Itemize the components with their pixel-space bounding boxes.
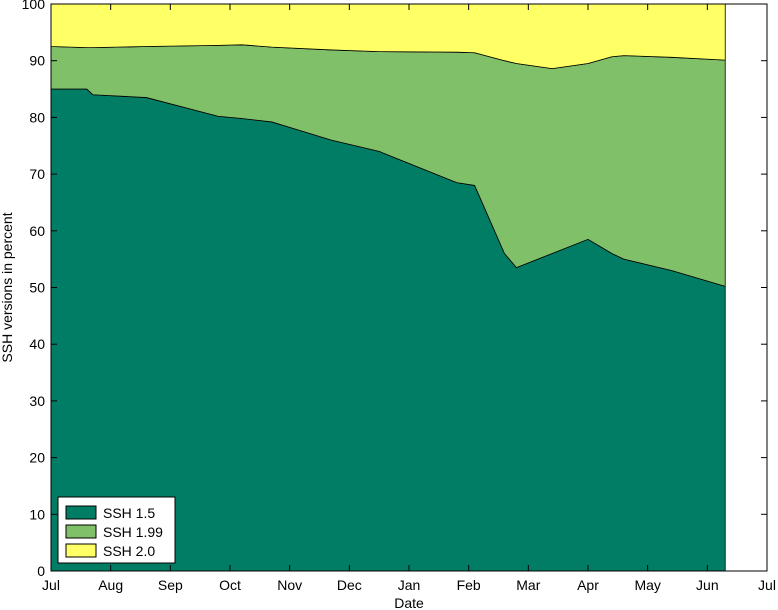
legend-label: SSH 2.0 <box>103 543 155 559</box>
x-tick-label: Aug <box>98 577 123 593</box>
area-layers <box>50 3 726 572</box>
x-tick-label: Jun <box>696 577 719 593</box>
y-tick-label: 30 <box>29 393 45 409</box>
y-tick-label: 0 <box>37 563 45 579</box>
y-axis-title: SSH versions in percent <box>0 212 15 362</box>
x-tick-label: May <box>634 577 660 593</box>
legend-label: SSH 1.99 <box>103 524 163 540</box>
x-tick-label: Sep <box>158 577 183 593</box>
y-tick-label: 80 <box>29 109 45 125</box>
x-tick-label: Mar <box>516 577 540 593</box>
x-tick-label: Apr <box>577 577 599 593</box>
y-axis: 0 10 20 30 40 50 60 70 80 90 100 <box>22 0 767 579</box>
x-tick-label: Oct <box>219 577 241 593</box>
y-tick-label: 50 <box>29 280 45 296</box>
legend-swatch <box>65 524 97 539</box>
x-axis: Jul Aug Sep Oct Nov Dec Jan Feb Mar Apr May Jun Jul <box>42 4 776 593</box>
x-tick-label: Jul <box>758 577 776 593</box>
legend-swatch <box>65 505 97 520</box>
x-tick-label: Feb <box>457 577 481 593</box>
y-tick-label: 60 <box>29 223 45 239</box>
x-tick-label: Jan <box>398 577 421 593</box>
y-tick-label: 70 <box>29 166 45 182</box>
legend-swatch <box>65 543 97 558</box>
x-tick-label: Nov <box>277 577 302 593</box>
y-tick-label: 100 <box>22 0 46 12</box>
y-tick-label: 10 <box>29 506 45 522</box>
y-tick-label: 20 <box>29 450 45 466</box>
y-tick-label: 40 <box>29 336 45 352</box>
x-tick-label: Dec <box>337 577 362 593</box>
x-axis-title: Date <box>394 595 424 610</box>
legend: SSH 1.5 SSH 1.99 SSH 2.0 <box>57 496 176 564</box>
y-tick-label: 90 <box>29 53 45 69</box>
x-tick-label: Jul <box>42 577 60 593</box>
legend-label: SSH 1.5 <box>103 505 155 521</box>
